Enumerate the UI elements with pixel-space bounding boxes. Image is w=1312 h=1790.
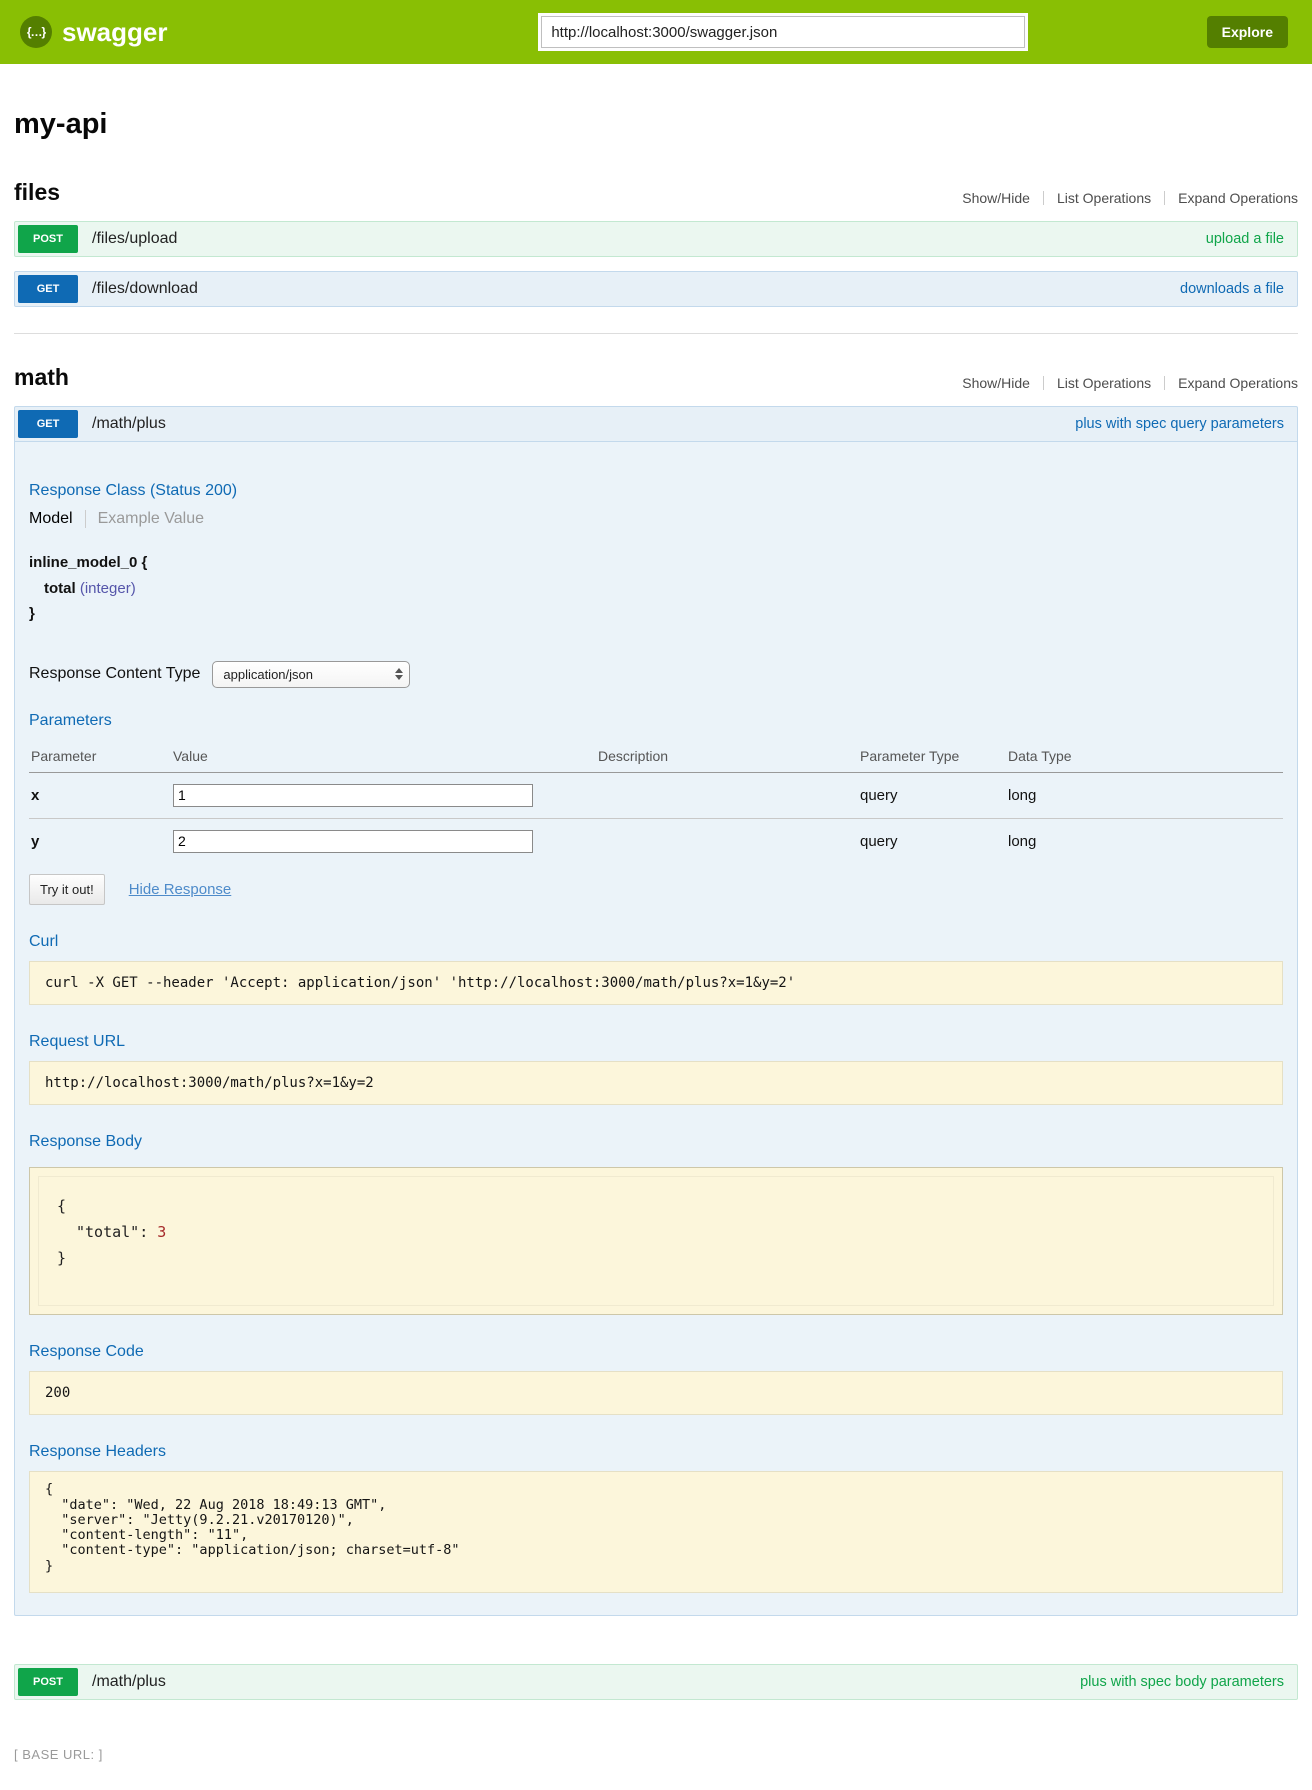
- endpoint-summary-link[interactable]: plus with spec query parameters: [1075, 416, 1284, 432]
- param-type: query: [860, 786, 898, 804]
- explore-button[interactable]: Explore: [1206, 16, 1288, 48]
- expand-operations-link[interactable]: Expand Operations: [1178, 190, 1298, 206]
- param-data-type: long: [1008, 786, 1037, 804]
- param-row-x: x query long: [29, 772, 1283, 818]
- param-row-y: y query long: [29, 817, 1283, 864]
- try-row: Try it out! Hide Response: [29, 873, 1283, 905]
- page-footer: [ BASE URL: ]: [14, 1746, 1298, 1764]
- model-property-type: (integer): [79, 579, 136, 597]
- param-description: [596, 772, 858, 818]
- separator: [1042, 191, 1044, 205]
- hide-response-link[interactable]: Hide Response: [128, 880, 232, 898]
- section-math: math Show/Hide List Operations Expand Op…: [14, 364, 1298, 1700]
- method-badge-post: POST: [18, 1667, 78, 1696]
- show-hide-link[interactable]: Show/Hide: [962, 375, 1030, 391]
- endpoint-row-post-files-upload[interactable]: POST /files/upload upload a file: [14, 221, 1298, 257]
- endpoint-summary-link[interactable]: plus with spec body parameters: [1080, 1673, 1284, 1690]
- section-divider: [14, 333, 1298, 334]
- response-code-heading: Response Code: [29, 1343, 144, 1361]
- json-value: 3: [157, 1222, 167, 1241]
- curl-heading: Curl: [29, 932, 59, 950]
- endpoint-row-post-math-plus[interactable]: POST /math/plus plus with spec body para…: [14, 1663, 1298, 1700]
- section-controls: Show/Hide List Operations Expand Operati…: [962, 375, 1298, 391]
- swagger-logo[interactable]: {…} swagger: [20, 16, 360, 48]
- parameters-table: Parameter Value Description Parameter Ty…: [29, 739, 1283, 864]
- list-operations-link[interactable]: List Operations: [1056, 375, 1152, 391]
- json-open-brace: {: [57, 1196, 67, 1215]
- spec-url-input[interactable]: [541, 16, 1026, 48]
- response-headers-heading: Response Headers: [29, 1443, 166, 1461]
- section-controls: Show/Hide List Operations Expand Operati…: [962, 190, 1298, 206]
- separator: [1042, 376, 1044, 390]
- main-content: my-api files Show/Hide List Operations E…: [0, 108, 1312, 1764]
- method-badge-post: POST: [18, 225, 78, 253]
- json-close-brace: }: [57, 1249, 67, 1267]
- expand-operations-link[interactable]: Expand Operations: [1178, 375, 1298, 391]
- selected-content-type: application/json: [223, 666, 313, 682]
- model-close: }: [29, 605, 35, 622]
- logo-text: swagger: [62, 16, 168, 47]
- param-data-type: long: [1006, 817, 1283, 864]
- param-name: y: [29, 817, 171, 864]
- col-parameter: Parameter: [29, 739, 171, 773]
- endpoint-summary-link[interactable]: downloads a file: [1180, 281, 1284, 297]
- response-class-heading: Response Class (Status 200): [29, 482, 238, 499]
- separator: [1164, 191, 1166, 205]
- request-url-heading: Request URL: [29, 1032, 126, 1050]
- model-open: inline_model_0 {: [29, 554, 148, 571]
- endpoint-row-get-files-download[interactable]: GET /files/download downloads a file: [14, 271, 1298, 307]
- response-headers: { "date": "Wed, 22 Aug 2018 18:49:13 GMT…: [29, 1471, 1283, 1593]
- col-data-type: Data Type: [1006, 739, 1283, 773]
- col-parameter-type: Parameter Type: [858, 739, 1006, 773]
- parameters-heading: Parameters: [29, 711, 112, 729]
- response-content-type-label: Response Content Type: [29, 665, 201, 682]
- operation-details-panel: Response Class (Status 200) Model Exampl…: [14, 442, 1298, 1616]
- tab-model[interactable]: Model: [29, 510, 86, 528]
- param-name: x: [31, 786, 40, 804]
- param-x-input[interactable]: [173, 783, 533, 807]
- operation-get-math-plus: GET /math/plus plus with spec query para…: [14, 406, 1298, 1616]
- endpoint-path: /math/plus: [92, 415, 166, 432]
- method-badge-get: GET: [18, 410, 78, 438]
- response-body-heading: Response Body: [29, 1132, 142, 1150]
- tab-example-value[interactable]: Example Value: [97, 510, 205, 527]
- model-property-name: total: [44, 579, 76, 597]
- select-arrows-icon: [395, 668, 404, 680]
- response-content-type-select[interactable]: application/json: [212, 660, 411, 688]
- page-title: my-api: [14, 108, 108, 140]
- base-url-label: [ BASE URL: ]: [14, 1746, 103, 1762]
- method-badge-get: GET: [18, 275, 78, 303]
- model-property: total (integer): [29, 576, 1283, 602]
- response-content-type-row: Response Content Type application/json: [29, 660, 1283, 688]
- endpoint-row-get-math-plus[interactable]: GET /math/plus plus with spec query para…: [14, 406, 1298, 442]
- endpoint-path: /math/plus: [92, 1672, 166, 1690]
- try-it-out-button[interactable]: Try it out!: [29, 873, 105, 905]
- endpoint-path: /files/download: [92, 280, 198, 297]
- separator: [1164, 376, 1166, 390]
- col-description: Description: [596, 739, 858, 773]
- param-type: query: [858, 817, 1006, 864]
- section-files: files Show/Hide List Operations Expand O…: [14, 179, 1298, 307]
- show-hide-link[interactable]: Show/Hide: [962, 190, 1030, 206]
- col-value: Value: [171, 739, 596, 773]
- json-key: "total":: [76, 1222, 149, 1241]
- json-total-line: "total": 3: [57, 1219, 1255, 1245]
- model-tabs: Model Example Value: [29, 510, 1283, 528]
- request-url: http://localhost:3000/math/plus?x=1&y=2: [29, 1060, 1283, 1105]
- section-title-files[interactable]: files: [14, 179, 61, 205]
- endpoint-path: /files/upload: [92, 230, 178, 247]
- response-code: 200: [29, 1371, 1283, 1416]
- section-title-math[interactable]: math: [14, 364, 69, 390]
- param-description: [596, 817, 858, 864]
- response-body-box: { "total": 3 }: [29, 1166, 1283, 1316]
- curl-command: curl -X GET --header 'Accept: applicatio…: [29, 960, 1283, 1005]
- swagger-logo-icon: {…}: [20, 16, 52, 48]
- model-signature: inline_model_0 { total (integer) }: [29, 550, 1283, 627]
- header-bar: {…} swagger Explore: [0, 0, 1312, 64]
- list-operations-link[interactable]: List Operations: [1056, 190, 1152, 206]
- endpoint-summary-link[interactable]: upload a file: [1205, 231, 1284, 247]
- param-y-input[interactable]: [173, 829, 533, 853]
